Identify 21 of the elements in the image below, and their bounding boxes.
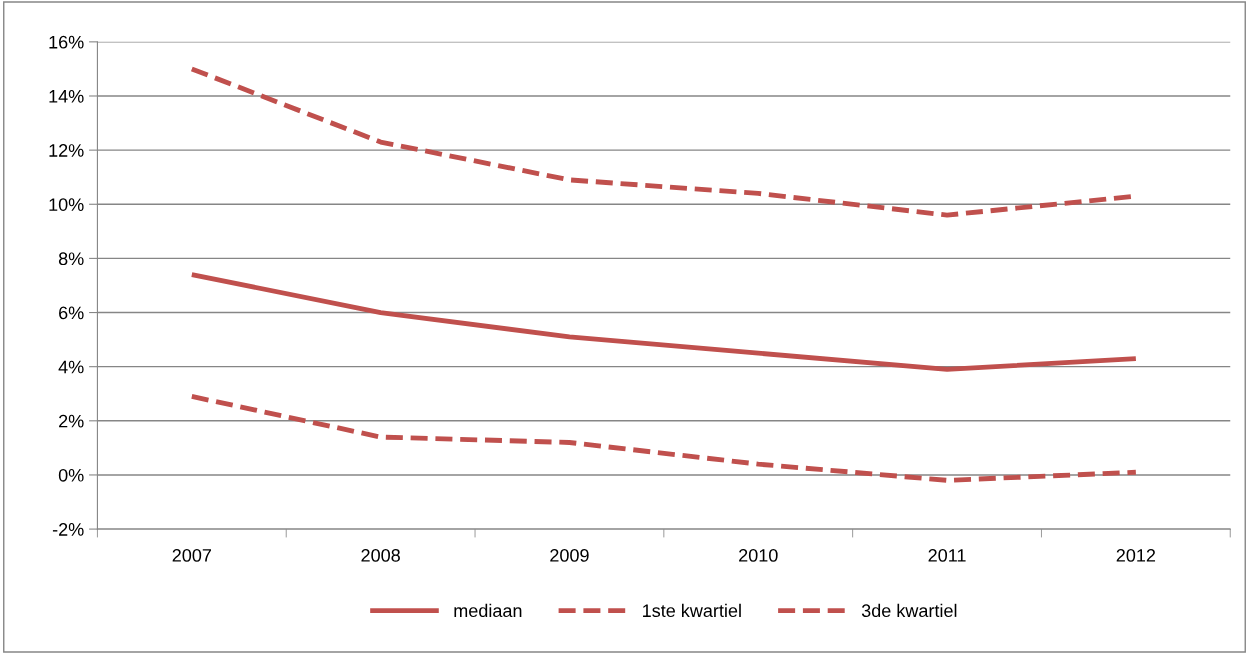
y-tick-label: 2% <box>59 414 84 428</box>
legend-label: mediaan <box>454 603 522 618</box>
line-series <box>189 272 1139 372</box>
x-tick-label: 2008 <box>361 549 400 562</box>
y-tick-label: 10% <box>49 198 84 211</box>
y-tick-label: 14% <box>49 90 84 103</box>
y-tick-label: 6% <box>59 306 84 320</box>
x-tick-label: 2012 <box>1116 549 1156 562</box>
legend-label: 1ste kwartiel <box>643 603 741 618</box>
x-tick-label: 2011 <box>928 549 966 562</box>
line-series <box>189 394 1139 483</box>
y-tick-label: 12% <box>49 144 84 157</box>
x-tick-label: 2007 <box>172 549 211 562</box>
y-tick-label: 4% <box>58 360 84 374</box>
y-tick-label: -2% <box>52 523 84 536</box>
legend-label: 3de kwartiel <box>861 603 957 618</box>
y-tick-label: 16% <box>49 35 84 49</box>
y-tick-label: 0% <box>58 468 84 482</box>
x-tick-label: 2009 <box>550 549 589 562</box>
x-tick-label: 2010 <box>739 549 778 562</box>
y-tick-label: 8% <box>58 252 84 266</box>
